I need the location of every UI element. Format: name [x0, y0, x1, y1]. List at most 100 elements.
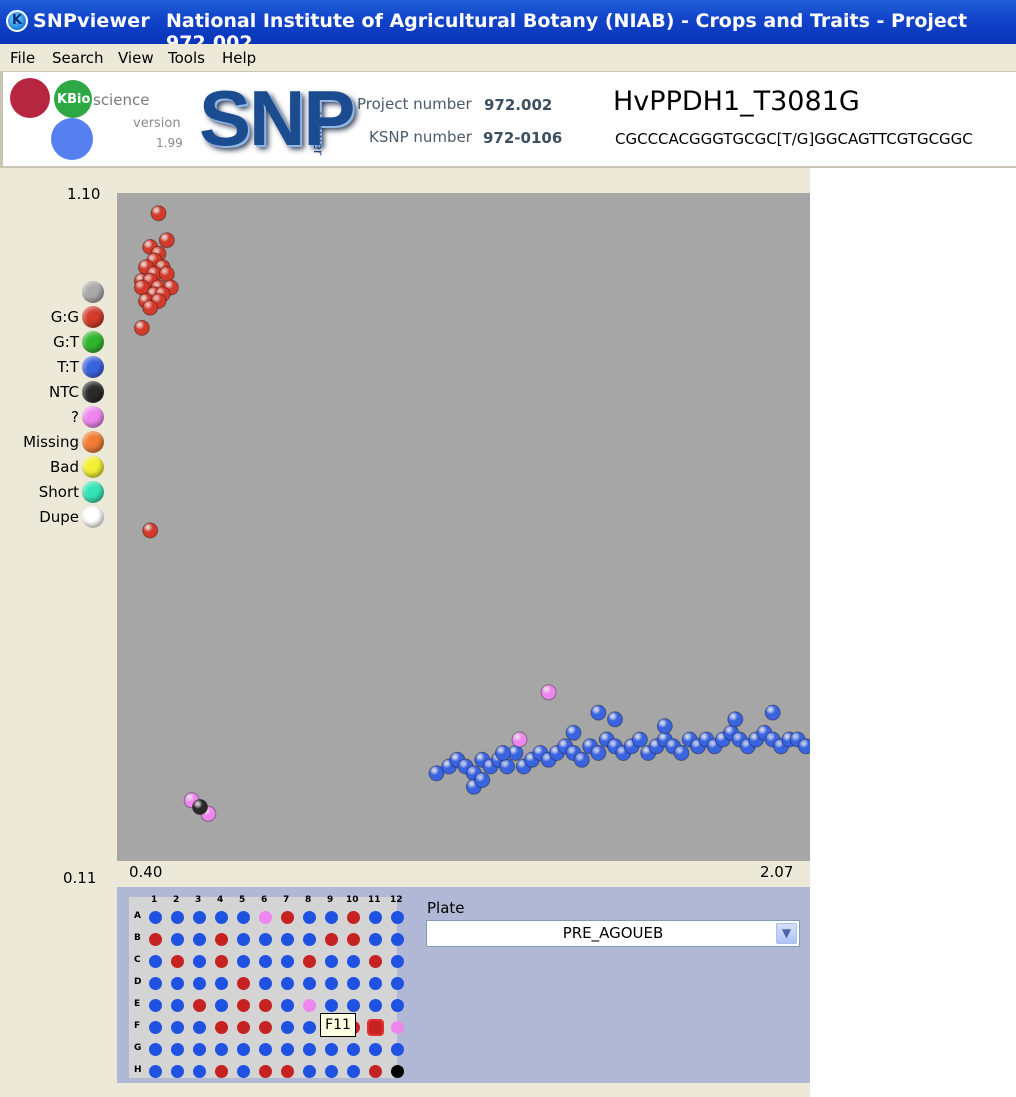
plate-well[interactable]	[259, 955, 272, 968]
data-point[interactable]	[797, 738, 810, 755]
plate-well[interactable]	[391, 955, 404, 968]
plate-well[interactable]	[391, 1043, 404, 1056]
data-point[interactable]	[142, 522, 159, 539]
legend-item[interactable]: Bad	[0, 456, 104, 478]
plate-well[interactable]	[281, 933, 294, 946]
plate-well[interactable]	[259, 977, 272, 990]
plate-well[interactable]	[281, 911, 294, 924]
plate-well[interactable]	[171, 933, 184, 946]
plate-well[interactable]	[369, 977, 382, 990]
data-point[interactable]	[158, 232, 175, 249]
data-point[interactable]	[142, 299, 159, 316]
plate-well[interactable]	[193, 911, 206, 924]
plate-well[interactable]	[369, 933, 382, 946]
plate-well[interactable]	[325, 933, 338, 946]
plate-well[interactable]	[281, 977, 294, 990]
plate-well[interactable]	[325, 977, 338, 990]
data-point[interactable]	[499, 758, 516, 775]
plate-well[interactable]	[193, 977, 206, 990]
plate-well[interactable]	[347, 955, 360, 968]
plate-well[interactable]	[303, 977, 316, 990]
legend-item[interactable]: Dupe	[0, 506, 104, 528]
plate-well[interactable]	[367, 1019, 384, 1036]
plate-well[interactable]	[237, 911, 250, 924]
plate-well[interactable]	[237, 1065, 250, 1078]
plate-well[interactable]	[149, 977, 162, 990]
plate-well[interactable]	[149, 1043, 162, 1056]
plate-well[interactable]	[281, 999, 294, 1012]
plate-well[interactable]	[215, 999, 228, 1012]
legend-item[interactable]: Missing	[0, 431, 104, 453]
plate-well[interactable]	[237, 1043, 250, 1056]
data-point[interactable]	[727, 711, 744, 728]
plate-well[interactable]	[325, 1065, 338, 1078]
menu-file[interactable]: File	[10, 49, 36, 67]
menu-search[interactable]: Search	[52, 49, 104, 67]
plate-well[interactable]	[259, 1021, 272, 1034]
plate-well[interactable]	[237, 933, 250, 946]
plate-well[interactable]	[347, 933, 360, 946]
plate-well[interactable]	[193, 933, 206, 946]
plate-well[interactable]	[149, 933, 162, 946]
legend-item[interactable]: G:T	[0, 331, 104, 353]
plate-well[interactable]	[215, 955, 228, 968]
legend-item[interactable]: Short	[0, 481, 104, 503]
data-point[interactable]	[540, 684, 557, 701]
plate-well[interactable]	[347, 999, 360, 1012]
data-point[interactable]	[428, 765, 445, 782]
plate-well[interactable]	[369, 1065, 382, 1078]
plate-well[interactable]	[347, 911, 360, 924]
plate-well[interactable]	[237, 955, 250, 968]
plate-well[interactable]	[391, 911, 404, 924]
plate-well[interactable]	[149, 1021, 162, 1034]
plate-well[interactable]	[215, 1065, 228, 1078]
plate-well[interactable]	[171, 977, 184, 990]
plate-well[interactable]	[303, 1065, 316, 1078]
plate-well[interactable]	[391, 999, 404, 1012]
data-point[interactable]	[590, 745, 607, 761]
plate-well[interactable]	[281, 1065, 294, 1078]
plate-well[interactable]	[259, 999, 272, 1012]
data-point[interactable]	[590, 704, 607, 721]
plate-well[interactable]	[391, 933, 404, 946]
plate-well[interactable]	[193, 999, 206, 1012]
plate-well[interactable]	[391, 1021, 404, 1034]
plate-well[interactable]	[325, 911, 338, 924]
data-point[interactable]	[511, 731, 528, 748]
data-point[interactable]	[673, 745, 690, 761]
data-point[interactable]	[158, 266, 175, 282]
data-point[interactable]	[474, 772, 491, 788]
plate-well[interactable]	[171, 1043, 184, 1056]
data-point[interactable]	[764, 704, 781, 721]
data-point[interactable]	[656, 718, 673, 735]
plate-well[interactable]	[325, 1043, 338, 1056]
plate-well[interactable]	[171, 999, 184, 1012]
plate-well[interactable]	[303, 1021, 316, 1034]
plate-well[interactable]	[171, 955, 184, 968]
plate-well[interactable]	[325, 999, 338, 1012]
plate-well[interactable]	[369, 911, 382, 924]
plate-well[interactable]	[193, 955, 206, 968]
menu-help[interactable]: Help	[222, 49, 257, 67]
plate-well[interactable]	[281, 1043, 294, 1056]
plate-well[interactable]	[215, 977, 228, 990]
plate-well[interactable]	[149, 955, 162, 968]
plate-well[interactable]	[237, 1021, 250, 1034]
plate-well[interactable]	[303, 955, 316, 968]
plate-well[interactable]	[259, 933, 272, 946]
chevron-down-icon[interactable]: ▼	[776, 923, 797, 944]
plate-well[interactable]	[303, 933, 316, 946]
plate-well[interactable]	[325, 955, 338, 968]
plate-well[interactable]	[347, 1065, 360, 1078]
plate-well[interactable]	[171, 1065, 184, 1078]
plate-well[interactable]	[215, 1021, 228, 1034]
plate-well[interactable]	[171, 911, 184, 924]
plate-well[interactable]	[237, 999, 250, 1012]
plate-well[interactable]	[347, 1043, 360, 1056]
legend-item[interactable]: ?	[0, 406, 104, 428]
data-point[interactable]	[133, 319, 150, 336]
legend-item[interactable]	[0, 281, 104, 303]
plate-well[interactable]	[193, 1043, 206, 1056]
plate-select[interactable]: PRE_AGOUEB ▼	[426, 920, 800, 947]
plate-well[interactable]	[303, 1043, 316, 1056]
